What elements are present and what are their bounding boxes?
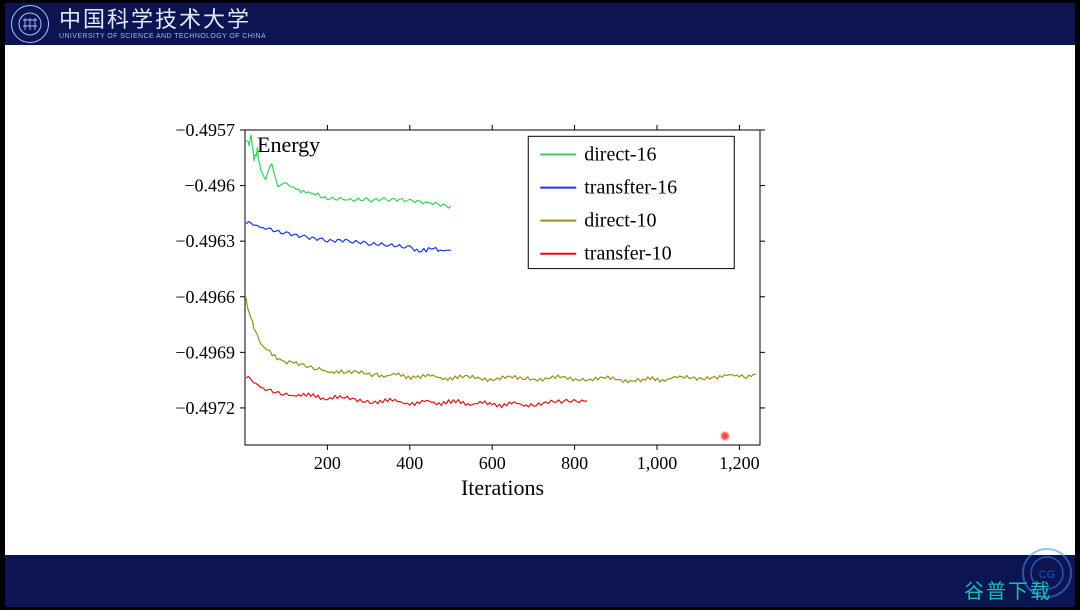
svg-text:Energy: Energy — [257, 132, 320, 157]
svg-text:−0.4966: −0.4966 — [175, 287, 235, 307]
laser-pointer-icon — [720, 431, 730, 441]
svg-text:1,000: 1,000 — [637, 453, 678, 473]
svg-text:−0.4957: −0.4957 — [175, 120, 235, 140]
svg-text:transfter-16: transfter-16 — [584, 177, 677, 199]
svg-text:−0.4963: −0.4963 — [175, 231, 235, 251]
university-name: 中国科学技术大学 UNIVERSITY OF SCIENCE AND TECHN… — [59, 9, 266, 40]
svg-text:600: 600 — [479, 453, 506, 473]
presentation-footer-bar — [5, 555, 1075, 607]
svg-text:400: 400 — [396, 453, 423, 473]
svg-text:1,200: 1,200 — [719, 453, 760, 473]
svg-text:−0.4969: −0.4969 — [175, 342, 235, 362]
svg-text:−0.4972: −0.4972 — [175, 398, 235, 418]
svg-text:Iterations: Iterations — [461, 475, 544, 500]
svg-text:−0.496: −0.496 — [184, 176, 235, 196]
university-name-cn: 中国科学技术大学 — [59, 9, 266, 31]
university-name-en: UNIVERSITY OF SCIENCE AND TECHNOLOGY OF … — [59, 33, 266, 40]
slide-body: −0.4957 −0.496 −0.4963 −0.4966 −0.4969 −0.497… — [5, 45, 1075, 555]
svg-text:transfer-10: transfer-10 — [584, 243, 671, 265]
video-frame: { "header": { "university_cn": "中国科学技术大学… — [0, 0, 1080, 610]
svg-text:200: 200 — [314, 453, 341, 473]
svg-text:direct-16: direct-16 — [584, 143, 656, 165]
watermark-text: 谷普下载 — [964, 575, 1052, 604]
energy-chart: −0.4957 −0.496 −0.4963 −0.4966 −0.4969 −0.497… — [160, 110, 770, 500]
svg-text:direct-10: direct-10 — [584, 210, 656, 232]
svg-text:800: 800 — [561, 453, 588, 473]
presentation-header-bar: 中国科学技术大学 UNIVERSITY OF SCIENCE AND TECHN… — [5, 3, 1075, 45]
ustc-logo-icon — [11, 5, 49, 43]
